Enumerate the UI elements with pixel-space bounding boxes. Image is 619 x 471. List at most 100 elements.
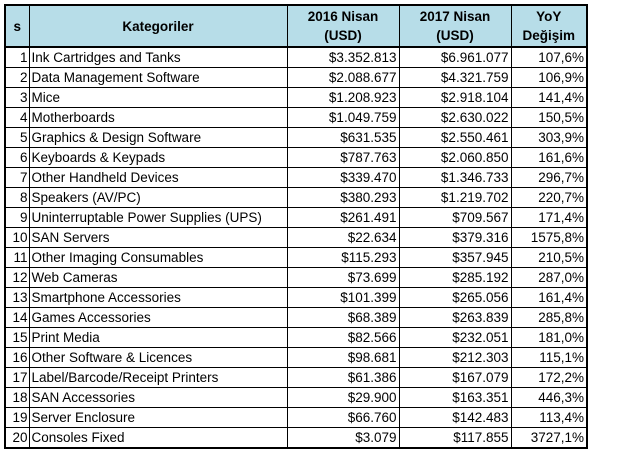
row-2017-value: $2.630.022 — [398, 107, 512, 128]
row-index: 2 — [4, 67, 30, 88]
row-2016-value: $1.208.923 — [286, 87, 400, 108]
row-category: Mice — [28, 87, 288, 108]
table-row: 7 Other Handheld Devices $339.470 $1.346.73… — [4, 167, 588, 188]
table-row: 19 Server Enclosure $66.760 $142.483 113,4% — [4, 407, 588, 428]
row-2017-value: $1.346.733 — [398, 167, 512, 188]
row-category: Other Imaging Consumables — [28, 247, 288, 268]
row-index: 14 — [4, 307, 30, 328]
row-yoy-value: 115,1% — [510, 347, 588, 368]
row-category: Keyboards & Keypads — [28, 147, 288, 168]
row-2017-value: $265.056 — [398, 287, 512, 308]
row-index: 15 — [4, 327, 30, 348]
row-category: Motherboards — [28, 107, 288, 128]
row-yoy-value: 107,6% — [510, 46, 588, 68]
row-index: 9 — [4, 207, 30, 228]
header-2017-nisan: 2017 Nisan (USD) — [398, 4, 512, 48]
table-row: 8 Speakers (AV/PC) $380.293 $1.219.702 220,7… — [4, 187, 588, 208]
table-row: 9 Uninterruptable Power Supplies (UPS) $26… — [4, 207, 588, 228]
header-yoy: YoY Değişim — [510, 4, 588, 48]
row-yoy-value: 220,7% — [510, 187, 588, 208]
row-2016-value: $3.352.813 — [286, 46, 400, 68]
table-row: 13 Smartphone Accessories $101.399 $265.056… — [4, 287, 588, 308]
table-row: 5 Graphics & Design Software $631.535 $2.55… — [4, 127, 588, 148]
row-category: SAN Servers — [28, 227, 288, 248]
row-2017-value: $6.961.077 — [398, 46, 512, 68]
row-2016-value: $22.634 — [286, 227, 400, 248]
table-row: 15 Print Media $82.566 $232.051 181,0% — [4, 327, 588, 348]
row-yoy-value: 446,3% — [510, 387, 588, 408]
row-2017-value: $4.321.759 — [398, 67, 512, 88]
row-index: 17 — [4, 367, 30, 388]
header-row: s Kategoriler 2016 Nisan (USD) 2017 Nisa… — [4, 4, 588, 48]
row-2017-value: $117.855 — [398, 427, 512, 449]
row-2016-value: $73.699 — [286, 267, 400, 288]
table-row: 12 Web Cameras $73.699 $285.192 287,0% — [4, 267, 588, 288]
row-category: Speakers (AV/PC) — [28, 187, 288, 208]
row-yoy-value: 161,4% — [510, 287, 588, 308]
row-category: Uninterruptable Power Supplies (UPS) — [28, 207, 288, 228]
row-category: Other Software & Licences — [28, 347, 288, 368]
row-2016-value: $66.760 — [286, 407, 400, 428]
table-row: 18 SAN Accessories $29.900 $163.351 446,3% — [4, 387, 588, 408]
row-index: 18 — [4, 387, 30, 408]
table-row: 10 SAN Servers $22.634 $379.316 1575,8% — [4, 227, 588, 248]
table-row: 2 Data Management Software $2.088.677 $4.32… — [4, 67, 588, 88]
category-table: s Kategoriler 2016 Nisan (USD) 2017 Nisa… — [4, 4, 588, 449]
row-yoy-value: 113,4% — [510, 407, 588, 428]
row-yoy-value: 287,0% — [510, 267, 588, 288]
row-2016-value: $68.389 — [286, 307, 400, 328]
row-2016-value: $380.293 — [286, 187, 400, 208]
row-category: Server Enclosure — [28, 407, 288, 428]
row-2016-value: $2.088.677 — [286, 67, 400, 88]
row-index: 8 — [4, 187, 30, 208]
row-category: Data Management Software — [28, 67, 288, 88]
row-index: 1 — [4, 46, 30, 68]
row-index: 20 — [4, 427, 30, 449]
row-2017-value: $212.303 — [398, 347, 512, 368]
row-2017-value: $285.192 — [398, 267, 512, 288]
row-2016-value: $98.681 — [286, 347, 400, 368]
row-2017-value: $2.060.850 — [398, 147, 512, 168]
table-row: 20 Consoles Fixed $3.079 $117.855 3727,1% — [4, 427, 588, 449]
row-index: 13 — [4, 287, 30, 308]
row-yoy-value: 210,5% — [510, 247, 588, 268]
row-index: 4 — [4, 107, 30, 128]
table-row: 14 Games Accessories $68.389 $263.839 285,8% — [4, 307, 588, 328]
row-2017-value: $2.918.104 — [398, 87, 512, 108]
row-2017-value: $163.351 — [398, 387, 512, 408]
row-yoy-value: 141,4% — [510, 87, 588, 108]
row-2016-value: $101.399 — [286, 287, 400, 308]
table-row: 6 Keyboards & Keypads $787.763 $2.060.850 16… — [4, 147, 588, 168]
header-kategoriler: Kategoriler — [28, 4, 288, 48]
table-row: 16 Other Software & Licences $98.681 $212.3… — [4, 347, 588, 368]
row-yoy-value: 171,4% — [510, 207, 588, 228]
row-2016-value: $339.470 — [286, 167, 400, 188]
row-yoy-value: 161,6% — [510, 147, 588, 168]
row-2017-value: $263.839 — [398, 307, 512, 328]
row-category: Label/Barcode/Receipt Printers — [28, 367, 288, 388]
row-2017-value: $357.945 — [398, 247, 512, 268]
row-index: 10 — [4, 227, 30, 248]
row-category: Other Handheld Devices — [28, 167, 288, 188]
row-index: 19 — [4, 407, 30, 428]
row-category: Games Accessories — [28, 307, 288, 328]
row-category: SAN Accessories — [28, 387, 288, 408]
row-index: 6 — [4, 147, 30, 168]
row-yoy-value: 303,9% — [510, 127, 588, 148]
row-index: 7 — [4, 167, 30, 188]
table-row: 1 Ink Cartridges and Tanks $3.352.813 $6.96… — [4, 46, 588, 68]
row-index: 3 — [4, 87, 30, 108]
row-2016-value: $82.566 — [286, 327, 400, 348]
row-category: Smartphone Accessories — [28, 287, 288, 308]
row-category: Consoles Fixed — [28, 427, 288, 449]
row-2016-value: $61.386 — [286, 367, 400, 388]
row-2016-value: $115.293 — [286, 247, 400, 268]
row-index: 11 — [4, 247, 30, 268]
row-category: Print Media — [28, 327, 288, 348]
row-2016-value: $29.900 — [286, 387, 400, 408]
row-yoy-value: 106,9% — [510, 67, 588, 88]
row-yoy-value: 285,8% — [510, 307, 588, 328]
row-2016-value: $3.079 — [286, 427, 400, 449]
table-row: 3 Mice $1.208.923 $2.918.104 141,4% — [4, 87, 588, 108]
header-s: s — [4, 4, 30, 48]
